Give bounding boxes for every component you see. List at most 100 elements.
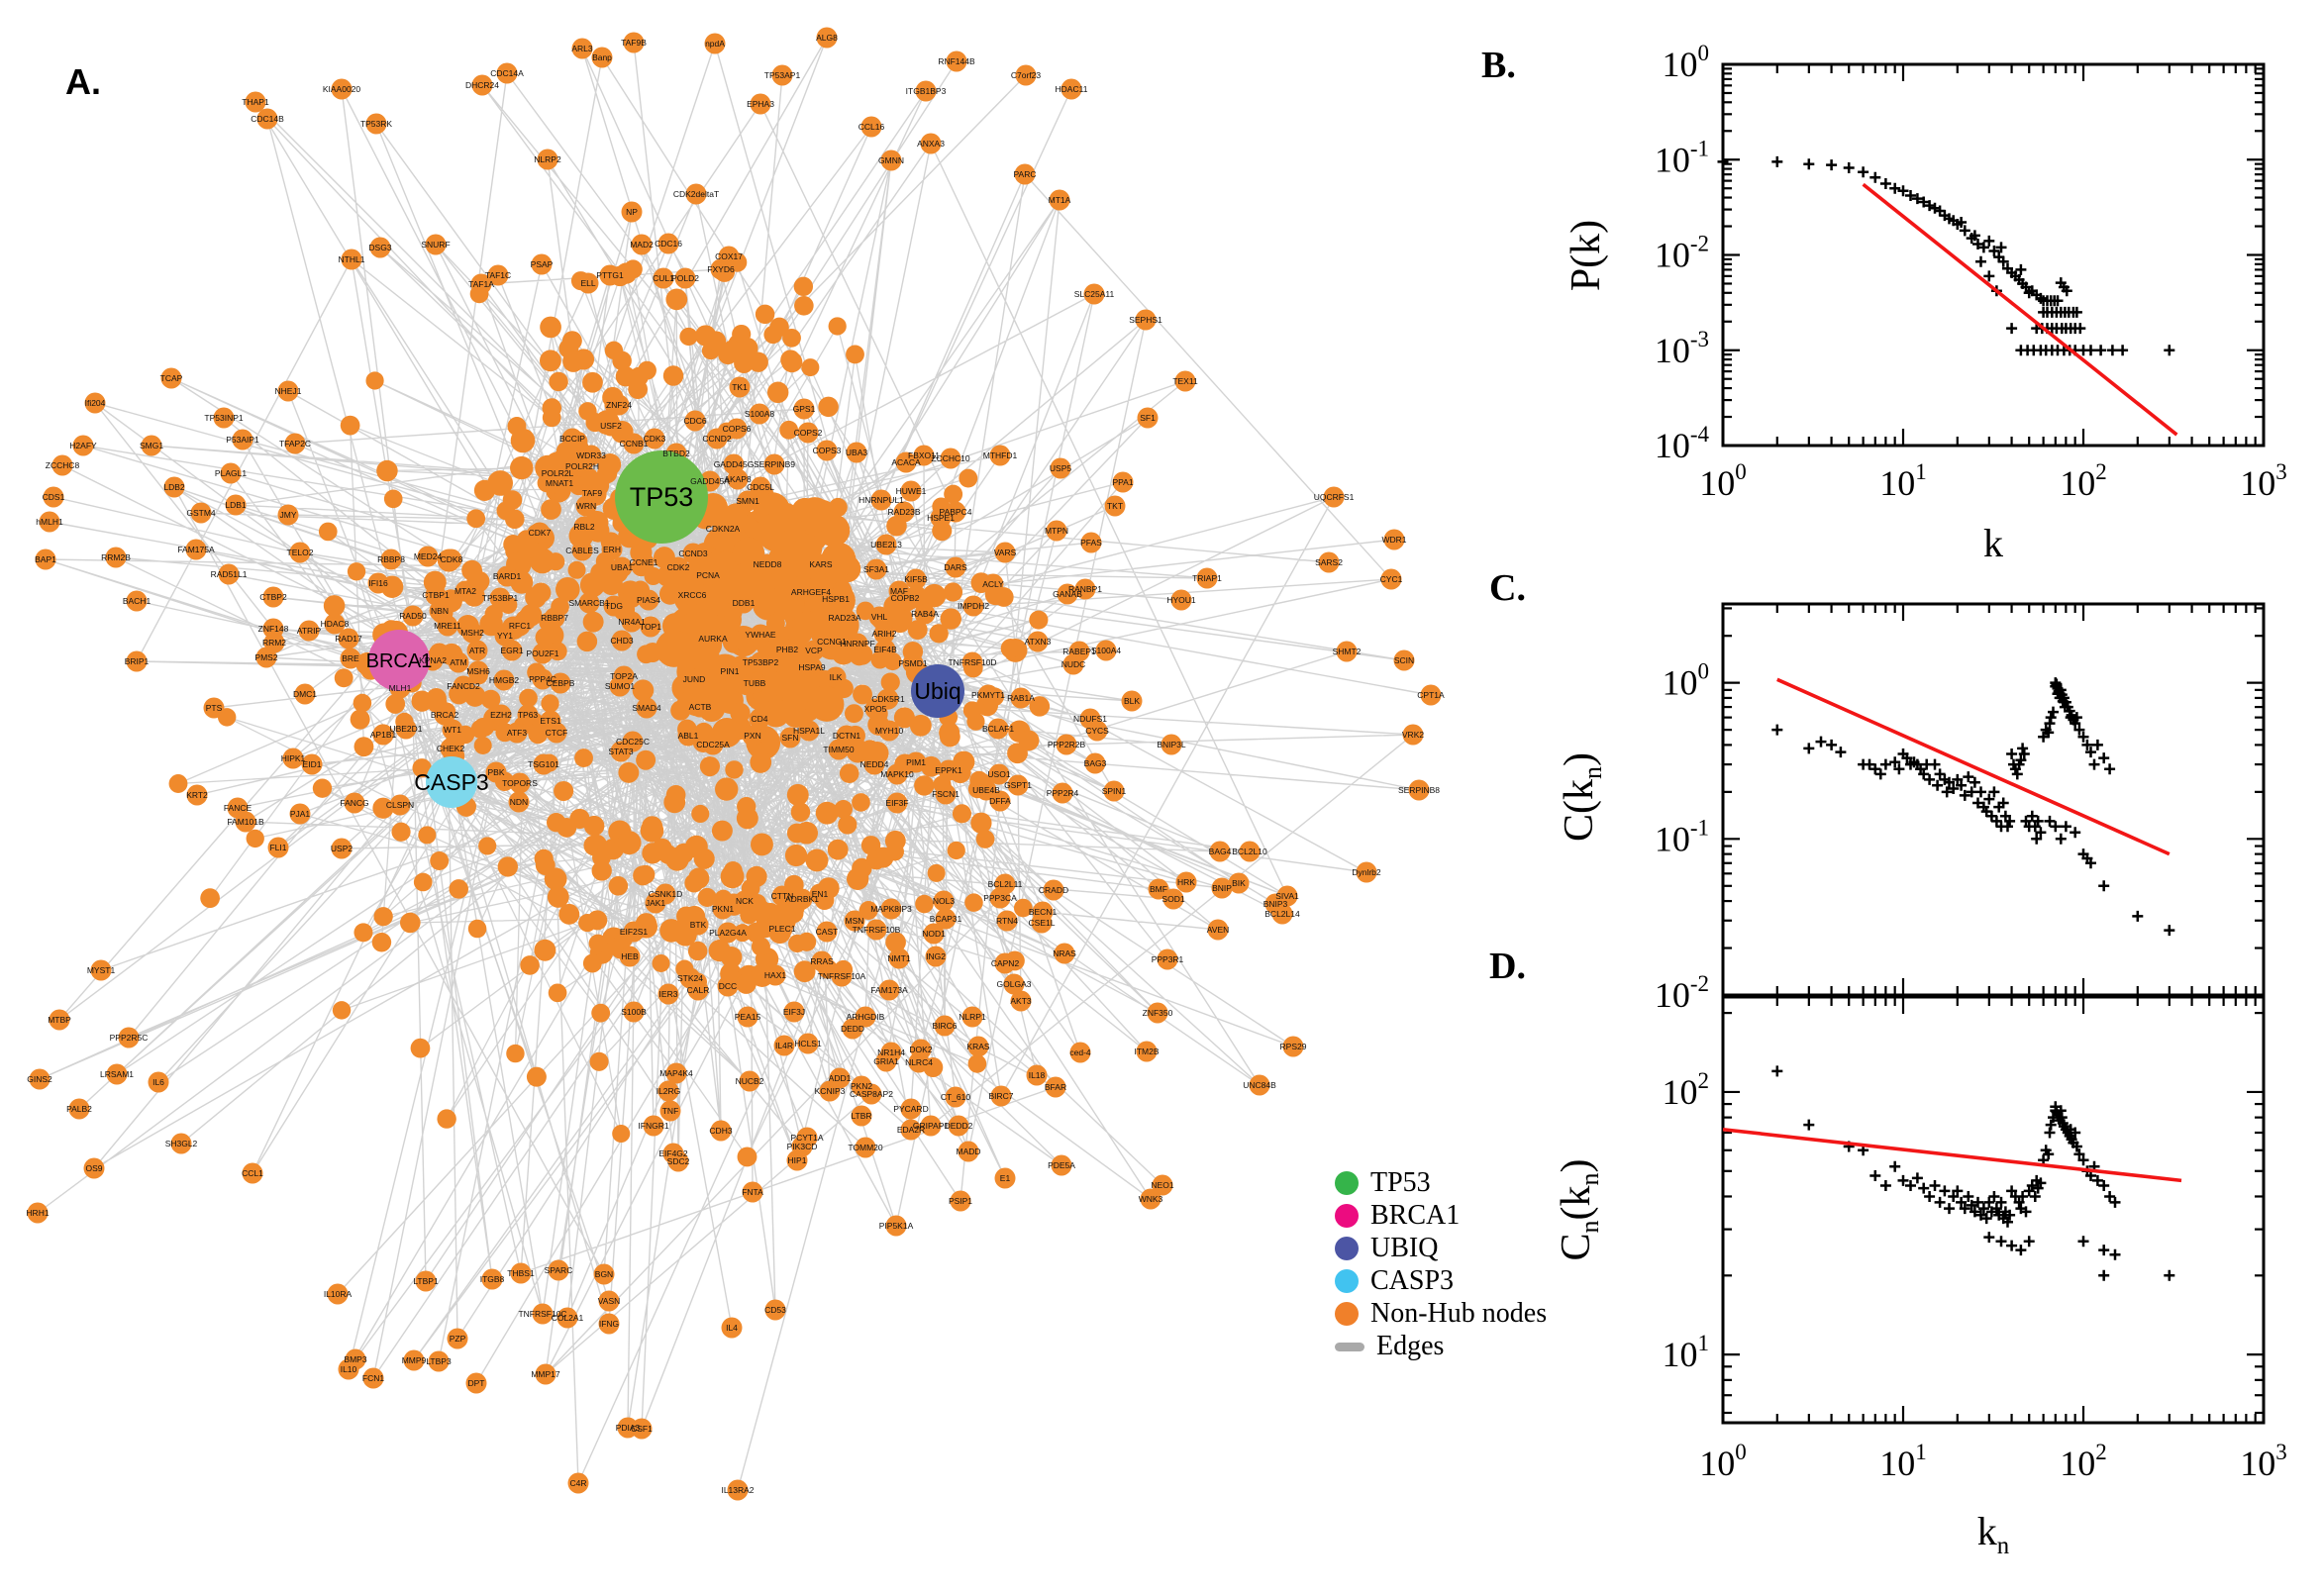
network-node-label: IER3 <box>659 989 678 999</box>
network-node-label: TOPORS <box>502 778 538 788</box>
network-node <box>665 1062 687 1084</box>
network-node <box>350 709 370 730</box>
network-node <box>1196 567 1218 589</box>
network-node-label: CDC6 <box>683 416 706 426</box>
network-node-label: YWHAE <box>745 630 776 640</box>
y-axis-title: C(kn) <box>1557 752 1607 842</box>
network-node <box>1013 898 1033 918</box>
network-node-label: BNIP3L <box>1157 740 1186 749</box>
network-node-label: CPT1A <box>1417 690 1445 700</box>
network-node <box>533 753 555 775</box>
network-node <box>878 720 900 742</box>
network-node-label: TSG101 <box>528 759 559 769</box>
network-node-label: CHD3 <box>610 636 633 646</box>
network-node-label: MTA2 <box>454 586 476 596</box>
network-node <box>344 792 365 814</box>
network-node <box>84 392 106 414</box>
network-node <box>574 748 593 768</box>
legend-item-tp53: TP53 <box>1335 1167 1547 1198</box>
network-node-label: SCIN <box>1394 655 1414 665</box>
network-node-label: CDK3 <box>644 434 666 444</box>
network-node-label: PCYT1A <box>790 1133 823 1143</box>
legend-label: TP53 <box>1370 1167 1431 1198</box>
network-node-label: ERH <box>603 545 621 554</box>
network-node-label: HCLS1 <box>794 1039 822 1048</box>
network-node-label: HEB <box>621 951 639 961</box>
network-node <box>232 429 253 450</box>
network-node <box>323 595 346 617</box>
network-node <box>567 560 586 579</box>
network-node <box>786 783 809 806</box>
network-node <box>633 551 655 573</box>
network-node-label: NEO1 <box>1151 1180 1173 1190</box>
network-node <box>719 660 741 682</box>
network-node <box>148 1071 169 1093</box>
network-node <box>988 763 1010 785</box>
network-node-label: KPNA2 <box>419 655 447 665</box>
network-node <box>1380 568 1402 590</box>
network-node <box>838 815 858 835</box>
network-node-label: BIRC7 <box>988 1091 1013 1101</box>
network-node <box>712 518 734 540</box>
network-node-label: BAP1 <box>35 554 56 564</box>
network-node <box>220 462 242 484</box>
network-node <box>677 725 699 747</box>
network-node <box>688 867 710 889</box>
legend-label: Non-Hub nodes <box>1370 1298 1548 1329</box>
network-node <box>598 1313 620 1335</box>
network-node <box>907 620 928 641</box>
network-node <box>975 830 995 848</box>
network-node-label: hMLH1 <box>36 517 63 527</box>
network-node <box>710 258 732 280</box>
network-node <box>665 288 688 311</box>
network-node <box>765 614 785 634</box>
network-node <box>749 403 770 425</box>
network-node-label: CDK8 <box>441 554 463 564</box>
network-node-label: NMT1 <box>887 953 910 963</box>
network-node-label: NLRC4 <box>905 1057 933 1067</box>
network-node <box>380 549 402 570</box>
network-node <box>870 489 892 511</box>
network-node <box>657 983 679 1005</box>
network-node-label: MSH2 <box>460 628 484 638</box>
network-node <box>277 380 299 402</box>
network-node-label: NTHL1 <box>339 254 365 264</box>
network-node <box>657 1080 679 1102</box>
network-node-label: VRK2 <box>1402 730 1424 740</box>
network-node <box>687 914 709 936</box>
network-node <box>996 910 1018 932</box>
network-node <box>1010 687 1032 709</box>
network-node <box>846 345 864 364</box>
network-node-label: MSN <box>846 916 864 926</box>
plot-frame <box>1721 602 2266 997</box>
network-node <box>961 651 983 673</box>
axis-tick-label: 10-4 <box>1655 422 1710 465</box>
network-node-label: PMS2 <box>254 652 277 662</box>
legend: TP53 BRCA1 UBIQ CASP3 Non-Hub nodes Edge… <box>1335 1167 1548 1360</box>
network-node <box>945 1086 966 1108</box>
network-node <box>312 778 333 798</box>
network-node <box>399 912 421 934</box>
network-node-label: GANAB <box>1053 589 1082 599</box>
network-node <box>722 340 743 360</box>
network-node-label: LTBR <box>851 1111 871 1121</box>
network-node-label: NR1H4 <box>877 1047 905 1057</box>
network-node-label: IL13RA2 <box>721 1485 754 1495</box>
network-node-label: NUCB2 <box>736 1076 764 1086</box>
network-node <box>413 872 433 892</box>
network-node-label: PPP3CA <box>983 893 1017 903</box>
network-node-label: MYH10 <box>875 726 904 736</box>
network-node <box>544 867 567 891</box>
network-node <box>1174 370 1196 392</box>
network-node <box>532 668 554 690</box>
network-node-label: CCL1 <box>242 1168 263 1178</box>
network-node-label: MAP4K4 <box>659 1068 693 1078</box>
network-node <box>717 922 739 944</box>
network-node <box>528 724 549 745</box>
network-node-label: EDA2R <box>897 1125 925 1135</box>
network-node <box>27 1202 49 1224</box>
network-node <box>200 888 220 908</box>
network-node-label: LDB1 <box>225 500 247 510</box>
network-node-label: PZP <box>450 1334 466 1344</box>
network-node <box>923 923 945 945</box>
